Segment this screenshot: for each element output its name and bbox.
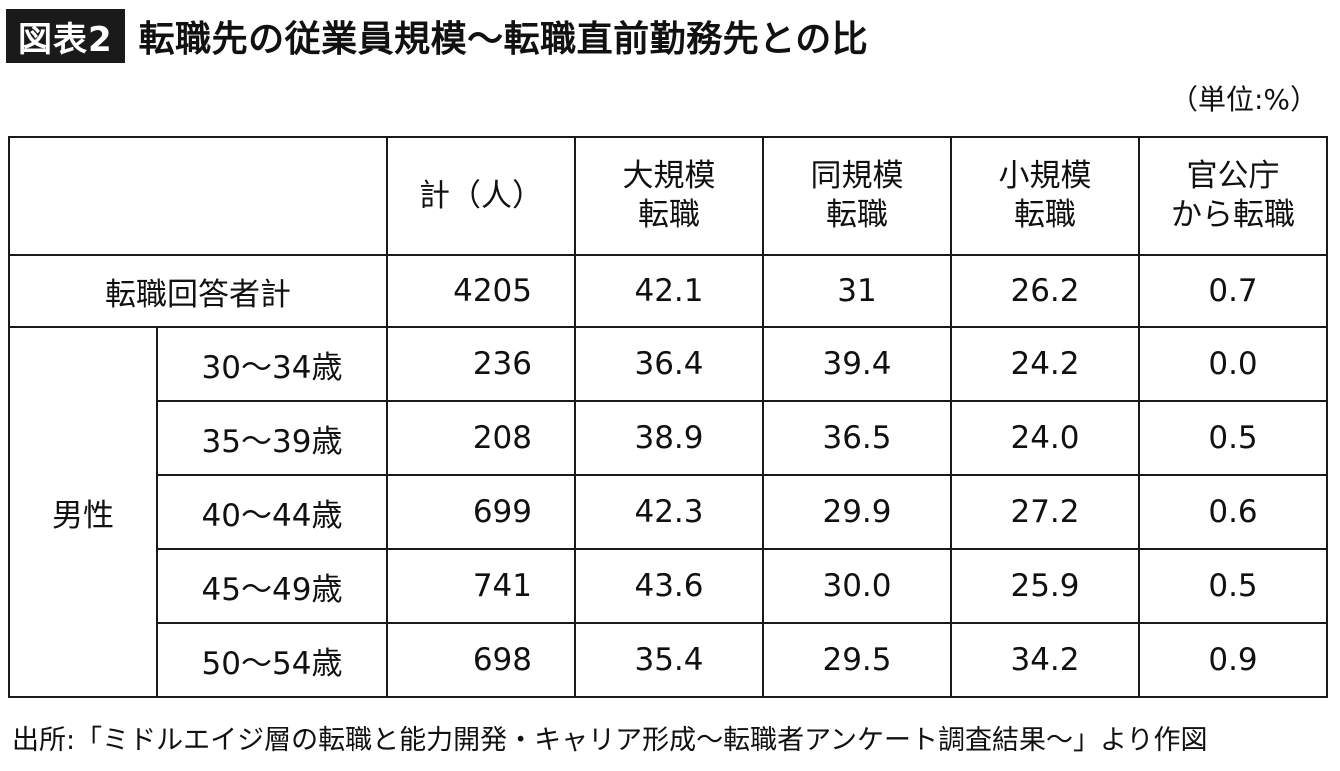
count-cell: 698 [386, 622, 576, 698]
small-cell: 27.2 [950, 474, 1140, 550]
small-cell: 34.2 [950, 622, 1140, 698]
age-label: 30～34歳 [156, 326, 388, 402]
total-row: 転職回答者計 4205 42.1 31 26.2 0.7 [8, 254, 1328, 328]
header-same-line1: 同規模 [810, 158, 904, 195]
gov-cell: 0.5 [1138, 400, 1328, 476]
large-cell: 36.4 [574, 326, 764, 402]
total-same: 31 [762, 254, 952, 328]
total-label: 転職回答者計 [8, 254, 388, 328]
total-gov: 0.7 [1138, 254, 1328, 328]
header-small-line1: 小規模 [998, 158, 1092, 195]
header-gov-line1: 官公庁 [1186, 158, 1280, 195]
gov-cell: 0.9 [1138, 622, 1328, 698]
small-cell: 24.0 [950, 400, 1140, 476]
gov-cell: 0.0 [1138, 326, 1328, 402]
header-large-line2: 転職 [638, 197, 700, 233]
unit-note: （単位:%） [1169, 83, 1318, 116]
header-count-label: 計（人） [419, 177, 543, 214]
small-cell: 25.9 [950, 548, 1140, 624]
table-row: 40～44歳 699 42.3 29.9 27.2 0.6 [9, 474, 1328, 550]
total-count: 4205 [386, 254, 576, 328]
large-cell: 38.9 [574, 400, 764, 476]
header-same: 同規模 転職 [762, 136, 952, 256]
table-row: 男性 30～34歳 236 36.4 39.4 24.2 0.0 [8, 326, 1328, 698]
figure-title-row: 図表2 転職先の従業員規模～転職直前勤務先との比 [6, 8, 868, 64]
total-small: 26.2 [950, 254, 1140, 328]
count-cell: 236 [386, 326, 576, 402]
count-cell: 208 [386, 400, 576, 476]
age-label: 50～54歳 [156, 622, 388, 698]
figure-tag: 図表2 [6, 9, 125, 63]
table-row: 45～49歳 741 43.6 30.0 25.9 0.5 [9, 548, 1328, 624]
age-label: 45～49歳 [156, 548, 388, 624]
data-table: 計（人） 大規模 転職 同規模 転職 小規模 転職 官公庁 から転職 転職回答者計 42… [8, 136, 1328, 698]
header-row: 計（人） 大規模 転職 同規模 転職 小規模 転職 官公庁 から転職 [8, 136, 1328, 256]
header-count: 計（人） [386, 136, 576, 256]
header-large: 大規模 転職 [574, 136, 764, 256]
group-label: 男性 [8, 326, 158, 698]
table-row: 35～39歳 208 38.9 36.5 24.0 0.5 [9, 400, 1328, 476]
header-gov: 官公庁 から転職 [1138, 136, 1328, 256]
count-cell: 741 [386, 548, 576, 624]
gov-cell: 0.6 [1138, 474, 1328, 550]
gov-cell: 0.5 [1138, 548, 1328, 624]
header-small: 小規模 転職 [950, 136, 1140, 256]
same-cell: 30.0 [762, 548, 952, 624]
age-label: 35～39歳 [156, 400, 388, 476]
count-cell: 699 [386, 474, 576, 550]
total-large: 42.1 [574, 254, 764, 328]
same-cell: 39.4 [762, 326, 952, 402]
header-small-line2: 転職 [1014, 197, 1076, 233]
age-label: 40～44歳 [156, 474, 388, 550]
large-cell: 43.6 [574, 548, 764, 624]
header-same-line2: 転職 [826, 197, 888, 233]
large-cell: 35.4 [574, 622, 764, 698]
figure-title: 転職先の従業員規模～転職直前勤務先との比 [138, 19, 869, 60]
small-cell: 24.2 [950, 326, 1140, 402]
header-gov-line2: から転職 [1171, 197, 1295, 233]
table-row: 50～54歳 698 35.4 29.5 34.2 0.9 [9, 622, 1328, 698]
header-large-line1: 大規模 [622, 158, 716, 195]
same-cell: 29.5 [762, 622, 952, 698]
same-cell: 36.5 [762, 400, 952, 476]
header-blank-cell [8, 136, 388, 256]
large-cell: 42.3 [574, 474, 764, 550]
source-note: 出所:「ミドルエイジ層の転職と能力開発・キャリア形成～転職者アンケート調査結果～… [12, 725, 1208, 756]
same-cell: 29.9 [762, 474, 952, 550]
